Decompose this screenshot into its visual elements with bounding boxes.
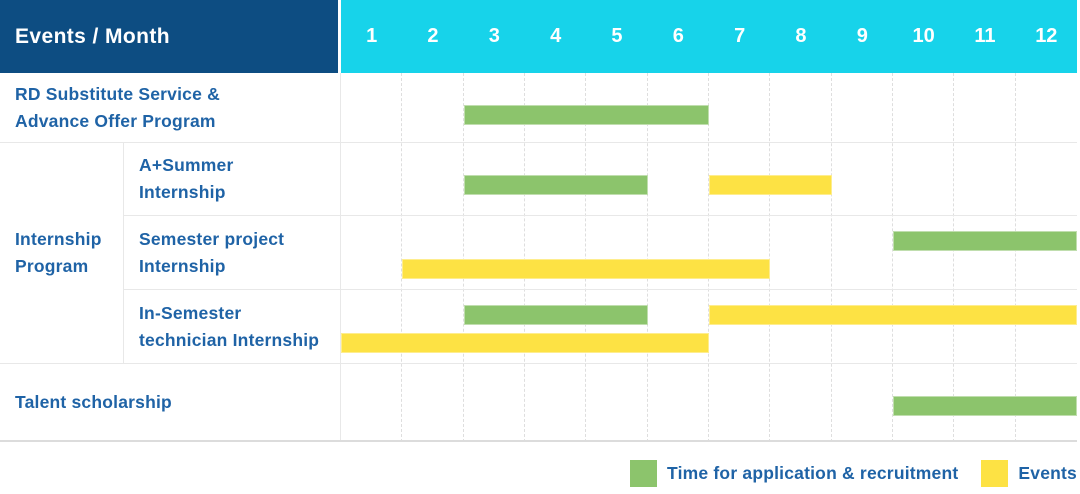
- gantt-lane-in-semester-technician: [341, 290, 1077, 363]
- row-label-line: Semester project: [139, 228, 285, 249]
- internship-program-group: Internship Program A+Summer Internship S…: [0, 143, 1077, 364]
- row-label-line: A+Summer: [139, 155, 234, 175]
- month-gridline: [709, 73, 771, 442]
- application-recruitment-bar: [463, 305, 648, 325]
- month-header-1: 1: [366, 25, 378, 47]
- month-header-4: 4: [550, 25, 562, 47]
- month-header-9: 9: [856, 25, 868, 47]
- month-gridline: [648, 73, 709, 442]
- month-gridlines: [341, 73, 1077, 442]
- month-header-7: 7: [734, 25, 746, 47]
- legend-label: Events: [1018, 463, 1077, 483]
- row-label-line: In-Semester: [139, 302, 242, 323]
- group-label-internship-program: Internship Program: [0, 143, 124, 363]
- table-row: Talent scholarship: [0, 364, 1077, 442]
- month-header-6: 6: [672, 25, 684, 47]
- month-gridline: [770, 73, 832, 442]
- month-header-10: 10: [912, 25, 935, 47]
- table-row: A+Summer Internship: [124, 143, 1077, 216]
- legend-item-application: Time for application & recruitment: [630, 460, 958, 487]
- table-header-row: Events / Month 1 2 3 4 5 6 7 8 9 10 11 1…: [0, 0, 1077, 73]
- month-gridline: [402, 73, 464, 442]
- yellow-swatch-icon: [981, 460, 1009, 487]
- table-row: RD Substitute Service & Advance Offer Pr…: [0, 73, 1077, 143]
- month-gridline: [341, 73, 403, 442]
- application-recruitment-bar: [893, 231, 1077, 251]
- month-header-strip: 1 2 3 4 5 6 7 8 9 10 11 12: [341, 0, 1077, 73]
- application-recruitment-bar: [463, 105, 709, 125]
- table-row: Semester project Internship: [124, 216, 1077, 290]
- row-label-a-plus-summer: A+Summer Internship: [124, 143, 341, 215]
- month-gridline: [525, 73, 587, 442]
- row-label-semester-project: Semester project Internship: [124, 216, 341, 289]
- group-label-line: Program: [15, 256, 89, 276]
- row-label-rd-substitute: RD Substitute Service & Advance Offer Pr…: [0, 73, 341, 142]
- application-recruitment-bar: [463, 175, 648, 195]
- month-header-2: 2: [427, 25, 439, 47]
- month-header-12: 12: [1035, 25, 1058, 47]
- month-gridline: [464, 73, 525, 442]
- gantt-lane-a-plus-summer: [341, 143, 1077, 215]
- row-label-line: technician Internship: [139, 329, 320, 350]
- month-gridline: [893, 73, 955, 442]
- schedule-table: Events / Month 1 2 3 4 5 6 7 8 9 10 11 1…: [0, 0, 1077, 442]
- row-label-line: Talent scholarship: [15, 391, 172, 412]
- events-bar: [402, 259, 771, 279]
- green-swatch-icon: [630, 460, 658, 487]
- gantt-lane-semester-project: [341, 216, 1077, 289]
- month-gridline: [586, 73, 648, 442]
- application-recruitment-bar: [893, 396, 1077, 416]
- row-label-in-semester-technician: In-Semester technician Internship: [124, 290, 341, 363]
- legend: Time for application & recruitment Event…: [630, 460, 1077, 487]
- row-label-talent-scholarship: Talent scholarship: [0, 364, 341, 440]
- row-label-line: RD Substitute Service &: [15, 83, 220, 104]
- legend-label: Time for application & recruitment: [667, 463, 959, 483]
- month-gridline: [832, 73, 893, 442]
- row-label-line: Internship: [139, 255, 226, 276]
- month-gridline: [954, 73, 1016, 442]
- month-header-8: 8: [795, 25, 807, 47]
- events-month-header-cell: Events / Month: [0, 0, 338, 73]
- table-title: Events / Month: [15, 24, 170, 48]
- table-row: In-Semester technician Internship: [124, 290, 1077, 363]
- group-label-line: Internship: [15, 229, 102, 249]
- row-label-line: Advance Offer Program: [15, 110, 216, 131]
- internship-sub-rows: A+Summer Internship Semester project Int…: [124, 143, 1077, 363]
- table-body: RD Substitute Service & Advance Offer Pr…: [0, 73, 1077, 442]
- month-header-11: 11: [974, 25, 996, 47]
- row-label-line: Internship: [139, 182, 226, 202]
- legend-item-events: Events: [981, 460, 1077, 487]
- month-header-5: 5: [611, 25, 623, 47]
- header-divider: [338, 0, 341, 73]
- gantt-lane-rd-substitute: [341, 73, 1077, 142]
- events-bar: [709, 305, 1077, 325]
- events-bar: [709, 175, 832, 195]
- events-bar: [341, 333, 709, 353]
- month-header-3: 3: [488, 25, 500, 47]
- gantt-lane-talent-scholarship: [341, 364, 1077, 440]
